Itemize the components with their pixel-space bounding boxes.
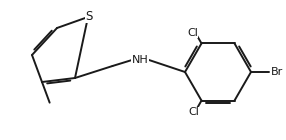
Text: Br: Br (271, 67, 283, 77)
Text: NH: NH (132, 55, 148, 65)
Text: S: S (85, 10, 93, 23)
Text: Cl: Cl (187, 28, 198, 38)
Text: Cl: Cl (188, 107, 199, 117)
